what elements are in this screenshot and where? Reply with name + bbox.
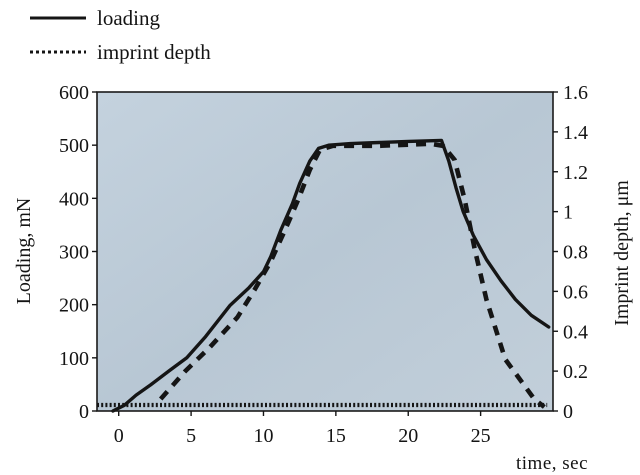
x-tick-label: 25 xyxy=(471,425,491,447)
y-tick-label-right: 0.4 xyxy=(563,321,588,343)
x-tick-label: 15 xyxy=(326,425,346,447)
y-tick-label-right: 1.6 xyxy=(563,82,588,104)
y-tick-label-right: 1.2 xyxy=(563,162,588,184)
series-layer xyxy=(97,138,551,413)
series-line-loading xyxy=(111,138,551,413)
legend: loading imprint depth xyxy=(30,6,211,64)
x-axis-label: time, sec xyxy=(516,453,588,474)
y-tick-label-left: 600 xyxy=(59,82,89,104)
legend-label-loading: loading xyxy=(97,6,160,30)
x-tick-label: 10 xyxy=(253,425,273,447)
y-tick-label-right: 1.4 xyxy=(563,122,588,144)
y-tick-label-left: 0 xyxy=(79,401,89,423)
y-tick-label-left: 500 xyxy=(59,135,89,157)
y-tick-label-right: 0 xyxy=(563,401,573,423)
y-axis-label-left: Loading, mN xyxy=(13,198,35,305)
legend-label-imprint-depth: imprint depth xyxy=(97,40,211,64)
y-tick-label-left: 400 xyxy=(59,188,89,210)
x-tick-label: 0 xyxy=(114,425,124,447)
y-tick-label-right: 1 xyxy=(563,202,573,224)
ticks-layer: 010020030040050060000.20.40.60.811.21.41… xyxy=(59,82,588,447)
y-tick-label-left: 100 xyxy=(59,348,89,370)
y-tick-label-left: 200 xyxy=(59,295,89,317)
y-tick-label-right: 0.2 xyxy=(563,361,588,383)
x-tick-label: 5 xyxy=(186,425,196,447)
x-tick-label: 20 xyxy=(398,425,418,447)
y-axis-label-right: Imprint depth, μm xyxy=(611,180,633,326)
series-line-imprint-depth xyxy=(158,141,546,409)
plot-area xyxy=(97,92,553,411)
y-tick-label-right: 0.6 xyxy=(563,281,588,303)
y-tick-label-right: 0.8 xyxy=(563,242,588,264)
y-tick-label-left: 300 xyxy=(59,242,89,264)
